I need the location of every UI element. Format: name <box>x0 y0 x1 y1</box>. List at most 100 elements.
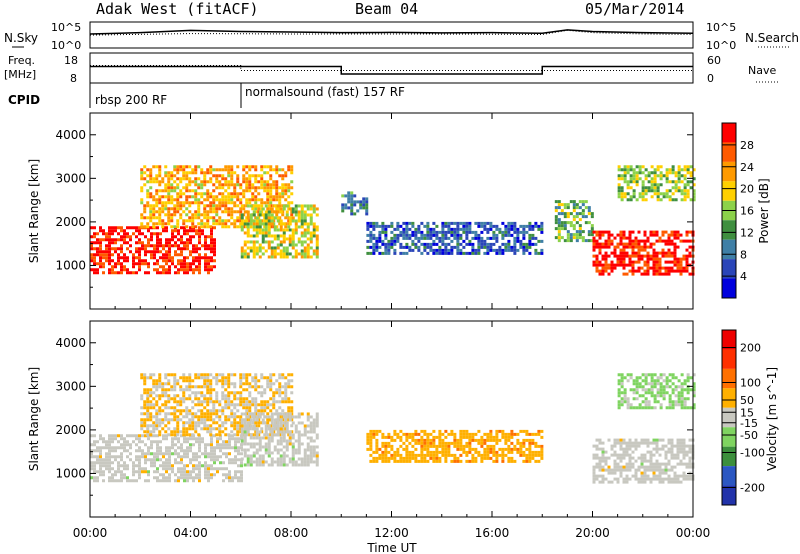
data-cell <box>132 232 135 236</box>
data-cell <box>146 394 150 398</box>
data-cell <box>462 432 466 436</box>
data-cell <box>459 227 463 231</box>
data-cell <box>123 467 126 471</box>
data-cell <box>417 239 421 243</box>
data-cell <box>522 248 526 252</box>
data-cell <box>300 231 304 235</box>
data-cell <box>90 247 93 251</box>
data-cell <box>688 447 692 451</box>
data-cell <box>207 256 210 260</box>
data-cell <box>495 251 499 255</box>
data-cell <box>294 228 298 232</box>
data-cell <box>315 424 319 428</box>
data-cell <box>183 470 186 474</box>
data-cell <box>213 259 216 263</box>
data-cell <box>680 394 684 398</box>
data-cell <box>261 445 265 449</box>
data-cell <box>111 479 114 483</box>
data-cell <box>269 385 273 389</box>
data-cell <box>158 210 162 214</box>
data-cell <box>188 189 192 193</box>
data-cell <box>105 256 108 260</box>
data-cell <box>287 195 291 199</box>
data-cell <box>264 231 268 235</box>
data-cell <box>613 441 617 445</box>
data-cell <box>251 186 255 190</box>
data-cell <box>183 262 186 266</box>
data-cell <box>560 209 564 213</box>
data-cell <box>270 457 274 461</box>
data-cell <box>683 198 687 202</box>
data-cell <box>595 269 599 273</box>
data-cell <box>93 262 96 266</box>
data-cell <box>152 397 156 401</box>
data-cell <box>480 230 484 234</box>
data-cell <box>200 385 204 389</box>
data-cell <box>620 168 624 172</box>
data-cell <box>264 240 268 244</box>
data-cell <box>149 213 153 217</box>
data-cell <box>531 432 535 436</box>
data-cell <box>598 468 602 472</box>
data-cell <box>168 476 171 480</box>
data-cell <box>622 248 626 252</box>
data-cell <box>183 476 186 480</box>
data-cell <box>429 236 433 240</box>
data-cell <box>140 421 144 425</box>
data-cell <box>667 239 671 243</box>
data-cell <box>315 237 319 241</box>
data-cell <box>203 207 207 211</box>
data-cell <box>224 379 228 383</box>
data-cell <box>228 443 231 447</box>
data-cell <box>513 230 517 234</box>
data-cell <box>188 204 192 208</box>
data-cell <box>120 256 123 260</box>
data-cell <box>507 233 511 237</box>
data-cell <box>155 210 159 214</box>
data-cell <box>204 467 207 471</box>
data-cell <box>285 246 289 250</box>
data-cell <box>218 192 222 196</box>
data-cell <box>673 444 677 448</box>
data-cell <box>108 229 111 233</box>
data-cell <box>676 477 680 481</box>
data-cell <box>164 373 168 377</box>
data-cell <box>682 450 686 454</box>
data-cell <box>309 430 313 434</box>
data-cell <box>210 437 213 441</box>
data-cell <box>513 248 517 252</box>
data-cell <box>195 464 198 468</box>
data-cell <box>652 269 656 273</box>
data-cell <box>689 198 693 202</box>
data-cell <box>628 456 632 460</box>
data-cell <box>204 473 207 477</box>
data-cell <box>471 453 475 457</box>
data-cell <box>260 204 264 208</box>
data-cell <box>480 221 484 225</box>
data-cell <box>284 198 288 202</box>
data-cell <box>372 429 376 433</box>
data-cell <box>492 230 496 234</box>
data-cell <box>595 242 599 246</box>
data-cell <box>359 200 363 204</box>
data-cell <box>251 174 255 178</box>
data-cell <box>279 249 283 253</box>
data-cell <box>284 192 288 196</box>
data-cell <box>242 177 246 181</box>
data-cell <box>158 418 162 422</box>
data-cell <box>188 382 192 386</box>
data-cell <box>471 251 475 255</box>
data-cell <box>441 236 445 240</box>
data-cell <box>617 403 621 407</box>
data-cell <box>99 241 102 245</box>
data-cell <box>682 447 686 451</box>
data-cell <box>278 373 282 377</box>
data-cell <box>450 432 454 436</box>
data-cell <box>435 236 439 240</box>
data-cell <box>264 448 268 452</box>
data-cell <box>619 239 623 243</box>
data-cell <box>640 248 644 252</box>
data-cell <box>381 221 385 225</box>
data-cell <box>149 403 153 407</box>
data-cell <box>637 245 641 249</box>
